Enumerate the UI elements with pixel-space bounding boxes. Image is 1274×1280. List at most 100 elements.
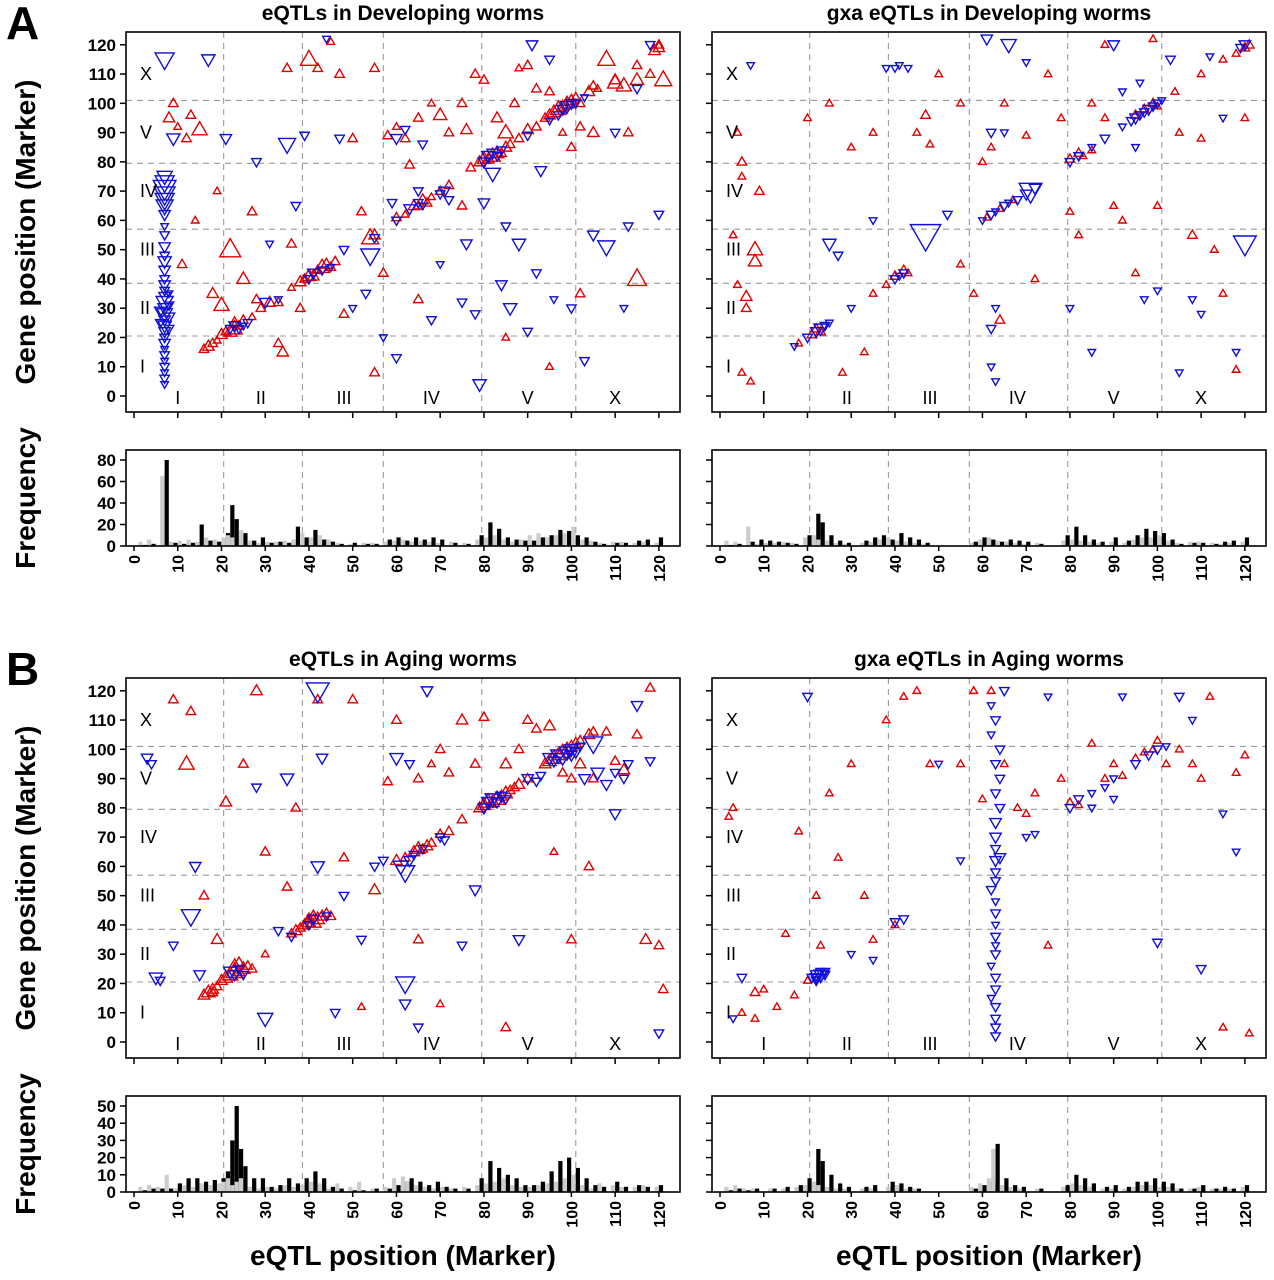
svg-text:90: 90 xyxy=(1107,555,1124,573)
svg-text:120: 120 xyxy=(652,555,669,582)
svg-text:50: 50 xyxy=(346,555,363,573)
svg-text:10: 10 xyxy=(97,1166,116,1185)
svg-text:IV: IV xyxy=(1009,1034,1026,1054)
svg-text:20: 20 xyxy=(97,1149,116,1168)
svg-text:20: 20 xyxy=(97,974,116,993)
svg-text:50: 50 xyxy=(346,1201,363,1219)
svg-text:90: 90 xyxy=(521,1201,538,1219)
svg-text:30: 30 xyxy=(97,299,116,318)
svg-text:90: 90 xyxy=(1107,1201,1124,1219)
svg-text:80: 80 xyxy=(477,555,494,573)
svg-text:70: 70 xyxy=(433,1201,450,1219)
svg-text:V: V xyxy=(140,769,152,789)
svg-text:40: 40 xyxy=(302,555,319,573)
svg-text:110: 110 xyxy=(608,555,625,581)
svg-text:III: III xyxy=(140,886,155,906)
scatter-a2-title: gxa eQTLs in Developing worms xyxy=(826,2,1152,25)
svg-text:10: 10 xyxy=(171,1201,188,1219)
histogram-gxa-eqtls-aging: 0 10 20 30 40 50 60 70 80 90 100 110 120 xyxy=(706,1095,1267,1228)
svg-text:70: 70 xyxy=(1019,555,1036,573)
svg-text:90: 90 xyxy=(97,770,116,789)
svg-text:80: 80 xyxy=(477,1201,494,1219)
gene-position-axis-label-a: Gene position (Marker) xyxy=(10,79,41,385)
svg-text:100: 100 xyxy=(1150,1201,1167,1228)
svg-text:70: 70 xyxy=(97,182,116,201)
svg-text:III: III xyxy=(336,388,351,408)
svg-text:50: 50 xyxy=(97,887,116,906)
svg-text:II: II xyxy=(256,1034,266,1054)
svg-text:30: 30 xyxy=(97,945,116,964)
svg-text:I: I xyxy=(726,1003,731,1023)
svg-text:30: 30 xyxy=(844,1201,861,1219)
svg-text:II: II xyxy=(256,388,266,408)
svg-text:IV: IV xyxy=(726,827,743,847)
svg-text:X: X xyxy=(1195,1034,1207,1054)
svg-text:II: II xyxy=(140,944,150,964)
svg-text:II: II xyxy=(842,1034,852,1054)
svg-text:110: 110 xyxy=(89,65,116,84)
svg-text:X: X xyxy=(609,388,621,408)
svg-text:20: 20 xyxy=(214,1201,231,1219)
svg-text:100: 100 xyxy=(564,1201,581,1228)
svg-text:0: 0 xyxy=(107,1183,116,1202)
svg-text:100: 100 xyxy=(1150,555,1167,582)
frequency-axis-label-a: Frequency xyxy=(10,427,41,569)
svg-text:X: X xyxy=(609,1034,621,1054)
svg-text:I: I xyxy=(726,357,731,377)
svg-text:II: II xyxy=(726,298,736,318)
svg-text:II: II xyxy=(842,388,852,408)
svg-text:30: 30 xyxy=(258,1201,275,1219)
svg-text:20: 20 xyxy=(800,555,817,573)
svg-text:30: 30 xyxy=(97,1131,116,1150)
svg-text:60: 60 xyxy=(389,555,406,573)
svg-text:I: I xyxy=(175,1034,180,1054)
svg-text:50: 50 xyxy=(932,1201,949,1219)
svg-text:X: X xyxy=(726,64,738,84)
svg-text:80: 80 xyxy=(97,153,116,172)
svg-text:110: 110 xyxy=(89,711,116,730)
svg-text:III: III xyxy=(140,240,155,260)
histogram-gxa-eqtls-developing: 0 10 20 30 40 50 60 70 80 90 100 110 120 xyxy=(706,449,1267,582)
svg-text:10: 10 xyxy=(171,555,188,573)
panel-b-label: B xyxy=(6,643,40,695)
svg-text:20: 20 xyxy=(97,328,116,347)
svg-text:0: 0 xyxy=(127,555,144,564)
histogram-eqtls-developing: 0 20 40 60 80 0 10 20 30 40 50 60 70 80 90 100 110 120 xyxy=(97,449,681,582)
svg-text:20: 20 xyxy=(214,555,231,573)
gene-position-axis-label-b: Gene position (Marker) xyxy=(10,725,41,1031)
svg-text:30: 30 xyxy=(844,555,861,573)
svg-text:III: III xyxy=(726,886,741,906)
svg-text:III: III xyxy=(726,240,741,260)
svg-text:60: 60 xyxy=(97,857,116,876)
svg-text:20: 20 xyxy=(800,1201,817,1219)
svg-text:IV: IV xyxy=(140,181,157,201)
svg-text:III: III xyxy=(922,388,937,408)
svg-text:0: 0 xyxy=(127,1201,144,1210)
eqtl-position-axis-label-left: eQTL position (Marker) xyxy=(250,1240,556,1271)
svg-text:50: 50 xyxy=(97,1097,116,1116)
svg-text:I: I xyxy=(175,388,180,408)
svg-text:X: X xyxy=(140,64,152,84)
svg-text:90: 90 xyxy=(521,555,538,573)
svg-text:60: 60 xyxy=(975,1201,992,1219)
svg-text:80: 80 xyxy=(1063,1201,1080,1219)
svg-text:IV: IV xyxy=(423,388,440,408)
svg-text:100: 100 xyxy=(88,94,116,113)
svg-text:V: V xyxy=(140,123,152,143)
svg-text:V: V xyxy=(522,388,534,408)
svg-text:0: 0 xyxy=(713,1201,730,1210)
svg-text:0: 0 xyxy=(107,387,116,406)
svg-text:120: 120 xyxy=(88,682,116,701)
svg-text:120: 120 xyxy=(88,36,116,55)
svg-text:10: 10 xyxy=(97,358,116,377)
svg-text:II: II xyxy=(726,944,736,964)
svg-text:40: 40 xyxy=(97,1114,116,1133)
svg-text:I: I xyxy=(140,357,145,377)
svg-text:110: 110 xyxy=(1194,555,1211,581)
svg-text:10: 10 xyxy=(97,1004,116,1023)
svg-text:I: I xyxy=(761,1034,766,1054)
svg-text:V: V xyxy=(1108,1034,1120,1054)
